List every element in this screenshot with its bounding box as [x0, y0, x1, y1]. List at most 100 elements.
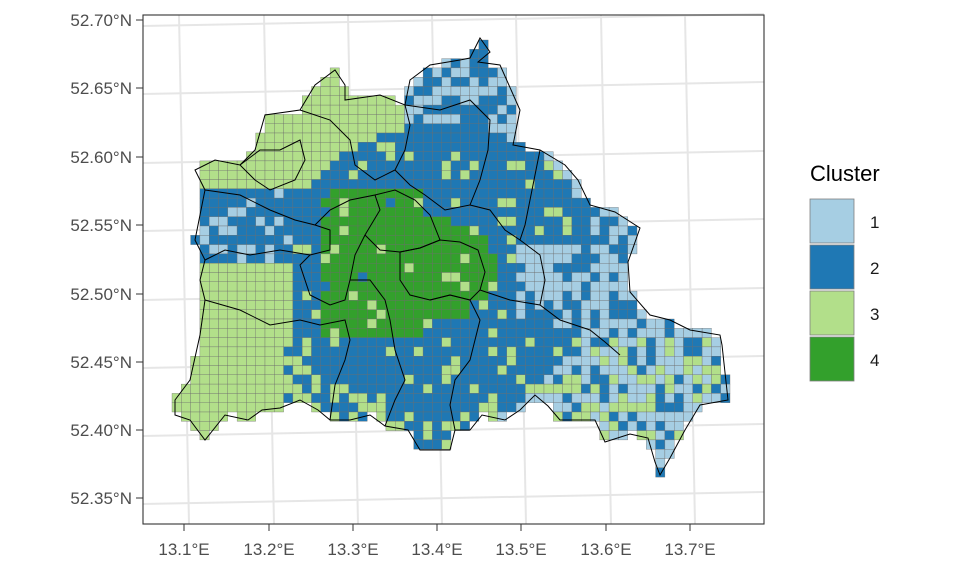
grid-cell [553, 383, 563, 394]
grid-cell [413, 402, 424, 413]
grid-cell [683, 402, 693, 413]
grid-cell [320, 235, 331, 245]
grid-cell [432, 86, 442, 96]
grid-cell [534, 272, 545, 282]
grid-cell [348, 328, 359, 338]
grid-cell [655, 318, 666, 329]
grid-cell [488, 263, 498, 273]
grid-cell [581, 272, 591, 282]
grid-cell [581, 318, 591, 329]
grid-cell [274, 383, 284, 394]
grid-cell [599, 263, 610, 273]
grid-cell [506, 244, 517, 255]
grid-cell [218, 356, 228, 366]
grid-cell [581, 300, 591, 310]
grid-cell [664, 439, 675, 450]
grid-cell [264, 309, 275, 320]
grid-cell [292, 253, 303, 264]
grid-cell [515, 402, 526, 413]
grid-cell [385, 272, 396, 282]
grid-cell [571, 197, 582, 208]
grid-cell [571, 290, 582, 301]
grid-cell [636, 356, 647, 366]
grid-cell [608, 365, 619, 375]
grid-cell [348, 142, 359, 152]
grid-cell [525, 244, 535, 255]
grid-cell [404, 197, 414, 208]
grid-cell [562, 281, 573, 292]
grid-cell [199, 170, 210, 180]
grid-cell [441, 356, 452, 366]
grid-cell [432, 272, 442, 282]
grid-cell [255, 216, 266, 227]
grid-cell [608, 272, 619, 282]
legend-label: 2 [870, 259, 879, 278]
y-tick-label: 52.45°N [70, 353, 132, 372]
grid-cell [255, 281, 266, 292]
grid-cell [367, 253, 377, 264]
grid-cell [376, 300, 387, 310]
grid-cell [385, 263, 396, 273]
grid-cell [515, 328, 526, 338]
grid-cell [497, 197, 507, 208]
grid-cell [441, 393, 452, 403]
grid-cell [283, 281, 294, 292]
grid-cell [525, 356, 535, 366]
grid-cell [404, 253, 414, 264]
grid-cell [534, 197, 545, 208]
grid-cell [413, 179, 424, 189]
grid-cell [590, 290, 600, 301]
grid-cell [339, 170, 349, 180]
grid-cell [283, 318, 294, 329]
grid-cell [599, 309, 610, 320]
grid-cell [413, 383, 424, 394]
grid-cell [450, 337, 461, 348]
grid-cell [562, 197, 573, 208]
grid-cell [571, 235, 582, 245]
grid-cell [329, 244, 340, 255]
grid-cell [543, 356, 554, 366]
grid-cell [506, 160, 517, 171]
grid-cell [236, 318, 247, 329]
grid-cell [553, 216, 563, 227]
grid-cell [441, 300, 452, 310]
grid-cell [339, 114, 349, 124]
grid-cell [506, 374, 517, 385]
grid-cell [274, 216, 284, 227]
grid-cell [441, 411, 452, 422]
grid-cell [283, 365, 294, 375]
grid-cell [590, 309, 600, 320]
grid-cell [413, 123, 424, 134]
grid-cell [441, 151, 452, 162]
grid-cell [497, 86, 507, 96]
grid-cell [311, 337, 321, 348]
grid-cell [264, 328, 275, 338]
grid-cell [478, 309, 489, 320]
grid-cell [506, 104, 517, 115]
grid-cell [562, 225, 573, 236]
grid-cell [413, 430, 424, 441]
grid-cell [246, 188, 256, 199]
grid-cell [497, 104, 507, 115]
grid-cell [525, 318, 535, 329]
grid-cell [255, 197, 266, 208]
grid-cell [302, 207, 312, 217]
grid-cell [385, 114, 396, 124]
grid-cell [422, 281, 433, 292]
grid-cell [590, 253, 600, 264]
grid-cell [469, 411, 480, 422]
grid-cell [357, 207, 368, 217]
grid-cell [441, 160, 452, 171]
grid-cell [404, 402, 414, 413]
grid-cell [469, 86, 480, 96]
grid-cell [227, 337, 238, 348]
grid-cell [497, 188, 507, 199]
grid-cell [432, 263, 442, 273]
grid-cell [274, 346, 284, 357]
grid-cell [348, 383, 359, 394]
grid-cell [636, 337, 647, 348]
grid-cell [441, 77, 452, 87]
grid-cell [646, 421, 656, 431]
grid-cell [367, 263, 377, 273]
grid-cell [450, 272, 461, 282]
